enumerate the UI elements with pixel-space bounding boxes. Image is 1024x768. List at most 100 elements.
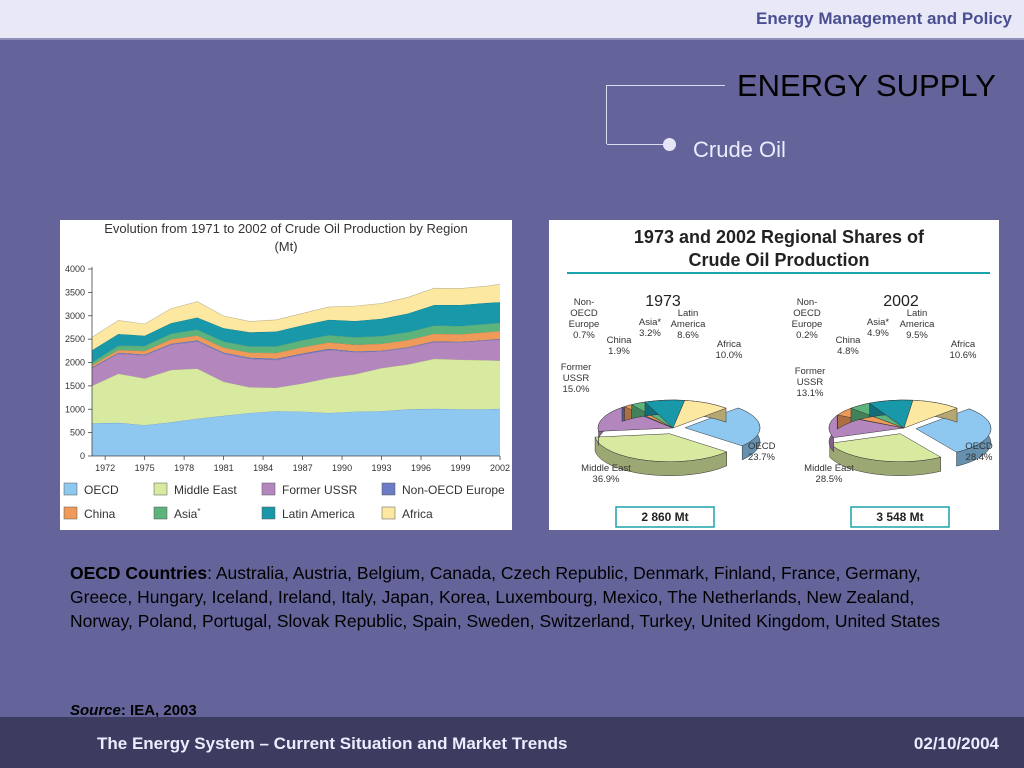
pie-slice-label: Non-OECD Europe 0.7% — [569, 297, 600, 341]
x-tick-label: 1981 — [214, 463, 234, 473]
legend-label: Middle East — [174, 483, 237, 497]
pie-year: 1973 — [645, 293, 681, 310]
legend-swatch — [63, 482, 78, 496]
area-series — [92, 358, 500, 426]
pie-chart-panel: 1973 and 2002 Regional Shares of Crude Oi… — [549, 220, 999, 530]
legend-swatch — [381, 482, 396, 496]
pie-title-line2: Crude Oil Production — [688, 250, 869, 270]
pie-slice — [597, 407, 674, 432]
legend-label: Latin America — [282, 507, 355, 521]
x-tick-label: 1978 — [174, 463, 194, 473]
area-series — [92, 302, 500, 363]
pie-slice-label: OECD 23.7% — [748, 441, 776, 463]
x-tick-label: 1972 — [95, 463, 115, 473]
y-tick-label: 0 — [80, 451, 85, 461]
y-tick-label: 3500 — [65, 287, 85, 297]
pie-slice — [903, 399, 958, 429]
legend-label: Non-OECD Europe — [402, 483, 505, 497]
bracket-line-vertical — [606, 85, 607, 144]
area-chart-unit: (Mt) — [274, 239, 297, 254]
pie-slice-label: Asia* 4.9% — [867, 317, 889, 339]
y-tick-label: 4000 — [65, 264, 85, 274]
legend-swatch — [261, 482, 276, 496]
pie-slice-label: China 1.9% — [607, 335, 633, 357]
bullet-dot-icon — [663, 138, 676, 151]
legend-swatch — [63, 506, 78, 520]
pie-total-label: 2 860 Mt — [641, 510, 688, 524]
pie-slice-label: Former USSR 13.1% — [795, 366, 826, 399]
x-tick-label: 1975 — [135, 463, 155, 473]
pie-total-label: 3 548 Mt — [876, 510, 923, 524]
oecd-list: : Australia, Austria, Belgium, Canada, C… — [70, 563, 940, 631]
area-series — [92, 408, 500, 456]
x-tick-label: 2002 — [490, 463, 510, 473]
y-tick-label: 1500 — [65, 381, 85, 391]
area-series — [92, 331, 500, 368]
y-tick-label: 3000 — [65, 311, 85, 321]
organization-name: Energy Management and Policy — [755, 9, 1012, 28]
area-series — [92, 338, 500, 369]
pie-slice — [829, 433, 942, 462]
area-series-edge — [91, 322, 501, 363]
slide-title: ENERGY SUPPLY — [736, 68, 996, 103]
pie-slice-label: Latin America 8.6% — [671, 308, 707, 341]
area-chart-title: Evolution from 1971 to 2002 of Crude Oil… — [104, 221, 468, 236]
pie-slice-label: China 4.8% — [836, 335, 862, 357]
legend-label: Asia* — [174, 507, 200, 521]
pie-title-line1: 1973 and 2002 Regional Shares of — [634, 227, 925, 247]
pie-slice-label: OECD 28.4% — [965, 441, 993, 463]
legend-label: China — [84, 507, 116, 521]
pie-slice-label: Latin America 9.5% — [900, 308, 936, 341]
legend-swatch — [261, 506, 276, 520]
footer-date: 02/10/2004 — [913, 734, 999, 753]
pie-total-box — [850, 506, 950, 528]
slide-subtitle: Crude Oil — [693, 137, 786, 162]
oecd-countries-text: OECD Countries: Australia, Austria, Belg… — [70, 561, 960, 633]
source-value: : IEA, 2003 — [120, 702, 197, 719]
legend-label: OECD — [84, 483, 119, 497]
y-tick-label: 2000 — [65, 358, 85, 368]
x-tick-label: 1990 — [332, 463, 352, 473]
source-note: Source: IEA, 2003 — [70, 702, 197, 719]
source-label: Source — [70, 702, 121, 719]
footer-title: The Energy System – Current Situation an… — [97, 734, 568, 753]
legend-label: Former USSR — [282, 483, 358, 497]
y-tick-label: 1000 — [65, 404, 85, 414]
pie-slice — [915, 408, 992, 453]
area-series — [92, 322, 500, 366]
pie-slice-label: Africa 10.0% — [716, 339, 743, 361]
x-tick-label: 1999 — [451, 463, 471, 473]
pie-slice — [594, 433, 728, 462]
header-bar: Energy Management and Policy — [0, 0, 1024, 40]
pie-total-box — [615, 506, 715, 528]
x-tick-label: 1996 — [411, 463, 431, 473]
pie-year: 2002 — [883, 293, 919, 310]
x-tick-label: 1984 — [253, 463, 273, 473]
legend-label: Africa — [402, 507, 433, 521]
legend-swatch — [381, 506, 396, 520]
area-series-edge — [91, 283, 501, 338]
y-tick-label: 500 — [70, 428, 85, 438]
x-tick-label: 1993 — [372, 463, 392, 473]
footer-bar: The Energy System – Current Situation an… — [0, 717, 1024, 768]
y-tick-label: 2500 — [65, 334, 85, 344]
pie-slice-label: Middle East 28.5% — [804, 463, 854, 485]
pie-slice-label: Non-OECD Europe 0.2% — [792, 297, 823, 341]
pie-slice-label: Former USSR 15.0% — [561, 362, 592, 395]
oecd-heading: OECD Countries — [70, 563, 208, 583]
pie-slice — [684, 407, 761, 447]
area-series — [92, 284, 500, 351]
pie-charts: 1973 and 2002 Regional Shares of Crude Oi… — [561, 227, 993, 528]
pie-slice-label: Africa 10.6% — [950, 339, 977, 361]
area-chart: Evolution from 1971 to 2002 of Crude Oil… — [63, 221, 510, 521]
area-series — [92, 339, 500, 388]
x-tick-label: 1987 — [293, 463, 313, 473]
pie-slice-label: Middle East 36.9% — [581, 463, 631, 485]
legend-swatch — [153, 506, 168, 520]
area-chart-panel: Evolution from 1971 to 2002 of Crude Oil… — [60, 220, 512, 530]
bracket-line-top — [607, 85, 725, 86]
pie-slice — [672, 400, 727, 429]
bracket-line-bottom — [607, 144, 667, 145]
pie-slice-side — [621, 406, 625, 422]
legend-swatch — [153, 482, 168, 496]
